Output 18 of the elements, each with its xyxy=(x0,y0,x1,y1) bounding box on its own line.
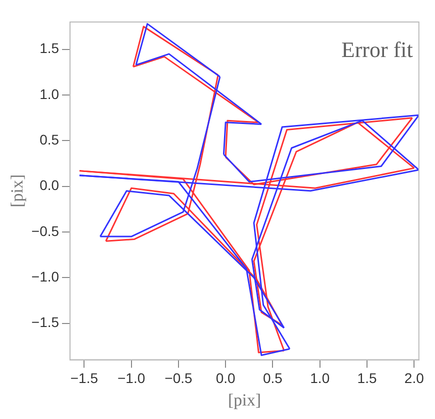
y-tick-label: −1.0 xyxy=(31,268,60,284)
y-tick-label: −0.5 xyxy=(31,222,60,239)
x-tick-label: 1.0 xyxy=(310,370,330,386)
y-tick-label: 0.5 xyxy=(40,132,60,148)
x-axis-title: [pix] xyxy=(228,390,261,410)
x-tick-label: 1.5 xyxy=(357,370,377,386)
y-tick-label: 0.0 xyxy=(40,177,60,194)
y-axis-title: [pix] xyxy=(8,174,27,208)
x-tick-label: −0.5 xyxy=(164,370,192,386)
y-tick-label: 1.0 xyxy=(40,86,60,102)
x-tick-label: 0.5 xyxy=(263,370,283,386)
y-tick-label: −1.5 xyxy=(31,314,60,330)
annotation: Error fit xyxy=(341,36,413,62)
x-tick-label: −1.0 xyxy=(118,370,146,386)
x-tick-label: −1.5 xyxy=(70,370,98,386)
x-tick-label: 2.0 xyxy=(404,370,424,386)
y-tick-label: 1.5 xyxy=(40,40,60,56)
x-tick-label: 0.0 xyxy=(216,370,236,386)
